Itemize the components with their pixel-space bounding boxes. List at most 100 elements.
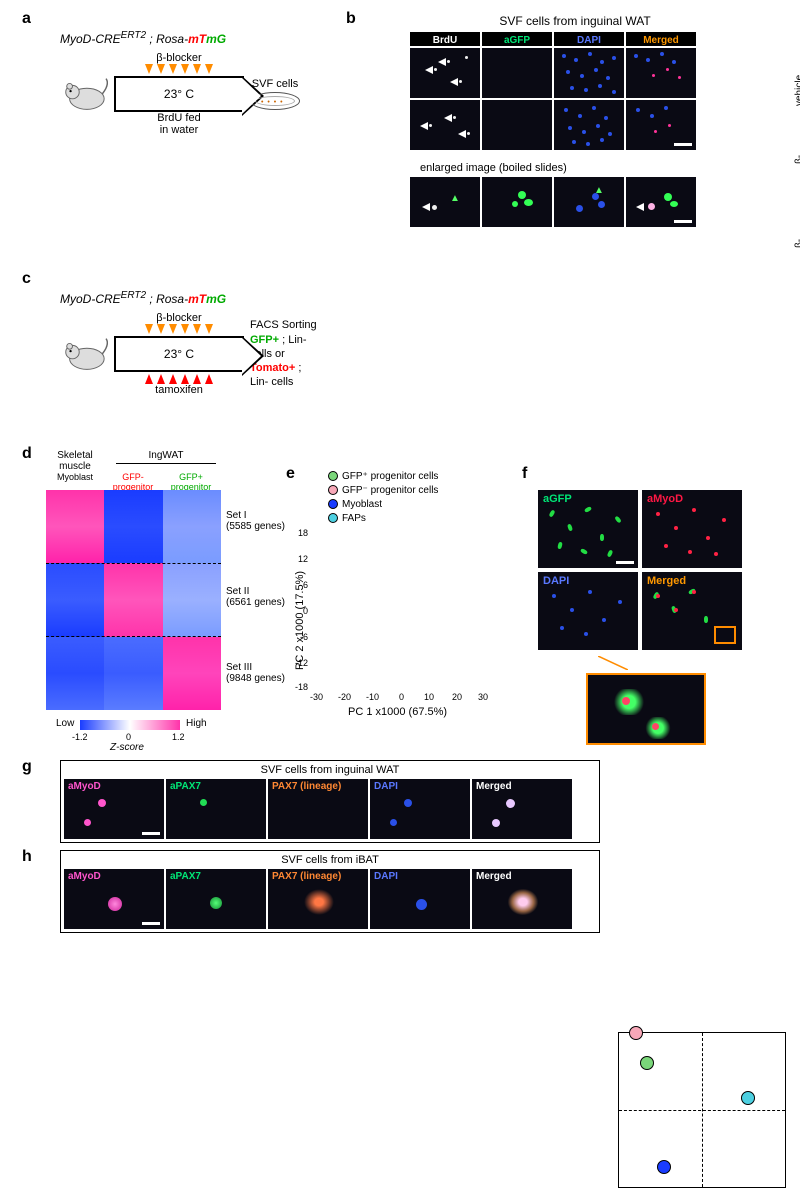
leg-dot-3: [328, 513, 338, 523]
cb-t2: 1.2: [172, 732, 185, 742]
g-c2: PAX7 (lineage): [272, 781, 341, 792]
xt-30: -30: [310, 692, 323, 702]
colorbar: [80, 720, 180, 730]
cb-axis: Z-score: [110, 742, 144, 753]
genotype-c: MyoD-CREERT2 ; Rosa-mTmG: [60, 290, 380, 306]
panel-label-e: e: [286, 465, 295, 483]
f-inset: [586, 673, 706, 745]
set3-l: Set III: [226, 662, 252, 673]
pca-legend: GFP⁺ progenitor cells GFP⁻ progenitor ce…: [328, 470, 438, 526]
b-img-merged-bb: [626, 100, 696, 150]
b-row-bb: β-blocker: [794, 132, 800, 164]
f-l0: aGFP: [543, 493, 572, 505]
cb-high: High: [186, 718, 207, 729]
set1-c: (5585 genes): [226, 521, 285, 532]
f-l3: Merged: [647, 575, 686, 587]
genotype-prefix: MyoD-CRE: [60, 32, 121, 46]
panel-f: aGFP aMyoD DAPI Merged: [538, 490, 748, 745]
leg-dot-2: [328, 499, 338, 509]
yt-18: -18: [295, 682, 308, 692]
b-img-brdu-veh: [410, 48, 480, 98]
hm-dash-1: [46, 563, 221, 564]
h-pax7lin: PAX7 (lineage): [268, 869, 368, 929]
cb-t0: -1.2: [72, 732, 88, 742]
h-merged: Merged: [472, 869, 572, 929]
f-l1: aMyoD: [647, 493, 683, 505]
rosa-sep: ; Rosa-: [146, 32, 188, 46]
panel-b-headers: BrdU aGFP DAPI Merged: [410, 32, 760, 46]
panel-g: SVF cells from inguinal WAT aMyoD aPAX7 …: [60, 760, 600, 843]
hm-col-1: [104, 490, 162, 710]
pca-ylabel: PC 2 x1000 (17.5%): [294, 571, 306, 670]
hm-col-2: [163, 490, 221, 710]
b-row-2: [410, 100, 760, 150]
b-col-1: aGFP: [504, 35, 530, 46]
temp-a: 23° C: [164, 87, 194, 101]
f-amyod: aMyoD: [642, 490, 742, 568]
xt30: 30: [478, 692, 488, 702]
b-enl-brdu: ▲: [410, 177, 480, 227]
genotype-a: MyoD-CREERT2 ; Rosa-mTmG: [60, 30, 310, 46]
h-title: SVF cells from iBAT: [64, 854, 596, 866]
bb-label-c: β-blocker: [114, 312, 244, 324]
pt-faps: [741, 1091, 755, 1105]
xt10: 10: [424, 692, 434, 702]
mtmg-m-c: mT: [188, 292, 206, 306]
b-row-enl: β-blocker: [794, 216, 800, 248]
b-row-vehicle: vehicle: [794, 75, 800, 106]
leg-2: Myoblast: [342, 499, 382, 510]
g-c1: aPAX7: [170, 781, 201, 792]
xt20: 20: [452, 692, 462, 702]
f-dapi: DAPI: [538, 572, 638, 650]
f-agfp: aGFP: [538, 490, 638, 568]
g-strip: aMyoD aPAX7 PAX7 (lineage) DAPI Merged: [64, 779, 596, 839]
b-img-gfp-bb: [482, 100, 552, 150]
pca-plot: [618, 1032, 786, 1188]
mtmg-t-c: mG: [206, 292, 226, 306]
g-pax7lin: PAX7 (lineage): [268, 779, 368, 839]
g-dapi: DAPI: [370, 779, 470, 839]
big-arrow-a: 23° C: [114, 76, 244, 112]
enlarged-title: enlarged image (boiled slides): [420, 162, 760, 174]
big-arrow-c: 23° C: [114, 336, 244, 372]
genotype-sup-c: ERT2: [121, 290, 146, 301]
h-c4: Merged: [476, 871, 512, 882]
f-merged: Merged: [642, 572, 742, 650]
set2-l: Set II: [226, 586, 249, 597]
xt-10: -10: [366, 692, 379, 702]
hm-col-0: [46, 490, 104, 710]
panel-b-title: SVF cells from inguinal WAT: [390, 14, 760, 28]
d-hdr-skm: Skeletal muscle: [46, 450, 104, 472]
xt-20: -20: [338, 692, 351, 702]
h-c0: aMyoD: [68, 871, 101, 882]
b-img-brdu-bb: [410, 100, 480, 150]
temp-c: 23° C: [164, 347, 194, 361]
orange-arrows-a: [114, 64, 244, 74]
panel-b: SVF cells from inguinal WAT BrdU aGFP DA…: [390, 14, 760, 227]
beta-blocker-label-a: β-blocker: [114, 52, 244, 64]
pt-gfpminus: [629, 1026, 643, 1040]
set1: Set I(5585 genes): [226, 510, 285, 532]
panel-a-scheme: MyoD-CREERT2 ; Rosa-mTmG β-blocker 23° C…: [60, 30, 310, 136]
pca-xlabel: PC 1 x1000 (67.5%): [348, 706, 447, 718]
panel-label-b: b: [346, 10, 356, 28]
b-img-merged-veh: [626, 48, 696, 98]
b-img-dapi-veh: [554, 48, 624, 98]
leg-3: FAPs: [342, 513, 366, 524]
b-img-gfp-veh: [482, 48, 552, 98]
leg-1: GFP⁻ progenitor cells: [342, 485, 438, 496]
d-col-1: GFP- progenitor: [104, 472, 162, 492]
pt-gfpplus: [640, 1056, 654, 1070]
genotype-sup: ERT2: [121, 30, 146, 41]
lincells: Lin- cells: [250, 375, 317, 389]
cb-t1: 0: [126, 732, 131, 742]
xt0: 0: [399, 692, 404, 702]
lin2: ;: [295, 362, 301, 374]
panel-label-d: d: [22, 445, 32, 463]
h-apax7: aPAX7: [166, 869, 266, 929]
set1-l: Set I: [226, 510, 247, 521]
set3: Set III(9848 genes): [226, 662, 285, 684]
mouse-icon: [60, 74, 108, 114]
b-row-enlarged: ▲ ▲: [410, 177, 760, 227]
brdu-label: BrdU fed in water: [114, 112, 244, 136]
